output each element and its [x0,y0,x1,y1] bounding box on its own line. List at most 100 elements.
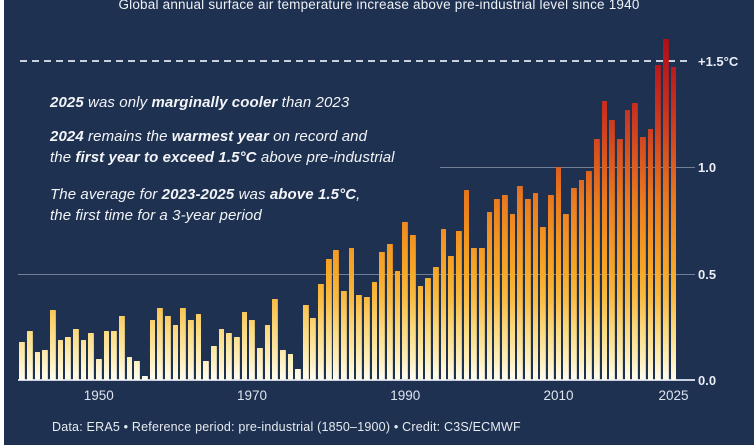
temperature-bar-1943 [42,350,48,380]
temperature-bar-1960 [172,324,179,380]
temperature-bar-2017 [609,120,616,380]
temperature-bar-2005 [517,186,524,380]
x-axis-label-1970: 1970 [237,388,268,403]
temperature-bar-1966 [218,328,225,380]
temperature-bar-1958 [157,307,163,380]
reference-line-1-5c [20,59,691,62]
temperature-bar-1978 [310,318,317,380]
temperature-bar-2019 [624,109,631,380]
temperature-bar-1949 [88,333,94,380]
temperature-bar-1940 [19,341,25,380]
temperature-bar-2009 [548,194,554,380]
annotation-1: 2025 was only marginally cooler than 202… [50,92,349,113]
temperature-bar-1965 [210,345,217,380]
temperature-bar-2010 [555,167,562,380]
temperature-bar-2023 [655,64,661,380]
temperature-bar-1948 [80,339,87,380]
temperature-bar-1946 [65,337,71,380]
temperature-bar-1986 [371,282,378,380]
temperature-bar-1968 [233,337,240,380]
temperature-bar-1975 [287,354,294,380]
temperature-bar-1991 [410,235,416,380]
x-axis-label-2010: 2010 [543,388,574,403]
temperature-bar-1952 [111,331,117,380]
temperature-bar-1961 [180,307,186,380]
page-margin-strip [0,0,4,445]
temperature-bar-1959 [164,316,171,380]
temperature-bar-2014 [586,171,593,380]
temperature-bar-1956 [141,375,148,380]
chart-canvas: Global annual surface air temperature in… [4,0,754,445]
temperature-bar-1942 [34,352,41,380]
temperature-bar-2020 [632,103,639,380]
temperature-bar-1963 [195,313,202,380]
temperature-bar-2025 [670,66,677,380]
temperature-bar-1981 [333,250,340,380]
temperature-bar-1955 [134,360,140,380]
temperature-bar-2013 [578,179,585,380]
temperature-bar-1979 [318,284,324,380]
temperature-bar-1987 [379,252,386,380]
credit-footer: Data: ERA5 • Reference period: pre-indus… [52,420,521,434]
temperature-bar-2018 [617,139,623,380]
annotation-3: The average for 2023-2025 was above 1.5°… [50,184,360,226]
temperature-bar-1973 [272,299,278,380]
temperature-bar-1999 [471,247,478,380]
temperature-bar-1945 [57,339,64,380]
x-axis-label-1990: 1990 [390,388,421,403]
temperature-bar-1972 [264,324,271,380]
temperature-bar-1953 [118,316,125,380]
temperature-bar-1997 [456,230,462,380]
annotation-line: the first year to exceed 1.5°C above pre… [50,149,395,166]
temperature-bar-1993 [425,277,432,380]
temperature-bar-1950 [95,358,102,380]
y-axis-label-1.5C: +1.5°C [698,53,739,69]
temperature-bar-1985 [364,296,370,380]
x-axis-label-1950: 1950 [83,388,114,403]
temperature-bar-2022 [647,128,654,380]
temperature-bar-1998 [463,190,470,380]
temperature-bar-2002 [494,198,501,380]
temperature-bar-1995 [440,228,447,380]
temperature-bar-1967 [226,333,232,380]
temperature-bar-1971 [256,348,263,380]
temperature-bar-2000 [479,247,485,380]
temperature-bar-2006 [525,198,531,380]
temperature-bar-1984 [356,294,363,380]
temperature-bar-1980 [325,258,332,380]
temperature-bar-1996 [448,256,455,380]
temperature-bar-2008 [540,226,547,380]
temperature-bar-1947 [72,328,79,380]
temperature-bar-1957 [149,320,156,380]
annotation-line: the first time for a 3-year period [50,207,262,224]
temperature-bar-2001 [486,211,493,380]
temperature-bar-2004 [509,213,516,380]
temperature-bar-1969 [241,311,248,380]
temperature-bar-1962 [187,320,194,380]
temperature-bar-1954 [126,356,133,380]
temperature-bar-1983 [348,247,355,380]
temperature-bar-1994 [433,267,439,380]
temperature-bar-1977 [302,305,309,380]
temperature-bar-1990 [402,222,409,380]
temperature-bar-1974 [279,350,286,380]
temperature-bar-1964 [203,360,209,380]
temperature-bar-2024 [662,39,669,380]
temperature-bar-1951 [103,331,110,380]
temperature-bar-1970 [249,320,255,380]
annotation-2: 2024 remains the warmest year on record … [50,126,395,168]
y-axis-label-1.0: 1.0 [698,160,717,175]
gridline-0-5 [18,273,695,275]
temperature-bar-1982 [341,290,347,380]
temperature-bar-2016 [601,100,608,380]
temperature-bar-1944 [49,309,56,380]
y-axis-label-0.0: 0.0 [698,373,717,388]
annotation-line: 2025 was only marginally cooler than 202… [50,94,350,111]
y-axis-label-0.5: 0.5 [698,266,717,282]
x-axis-baseline [18,379,695,381]
gridline-1-0 [440,167,695,168]
chart-title: Global annual surface air temperature in… [118,0,640,12]
temperature-bar-1992 [417,286,424,380]
temperature-bar-2003 [502,194,508,380]
temperature-bar-2007 [532,192,539,380]
